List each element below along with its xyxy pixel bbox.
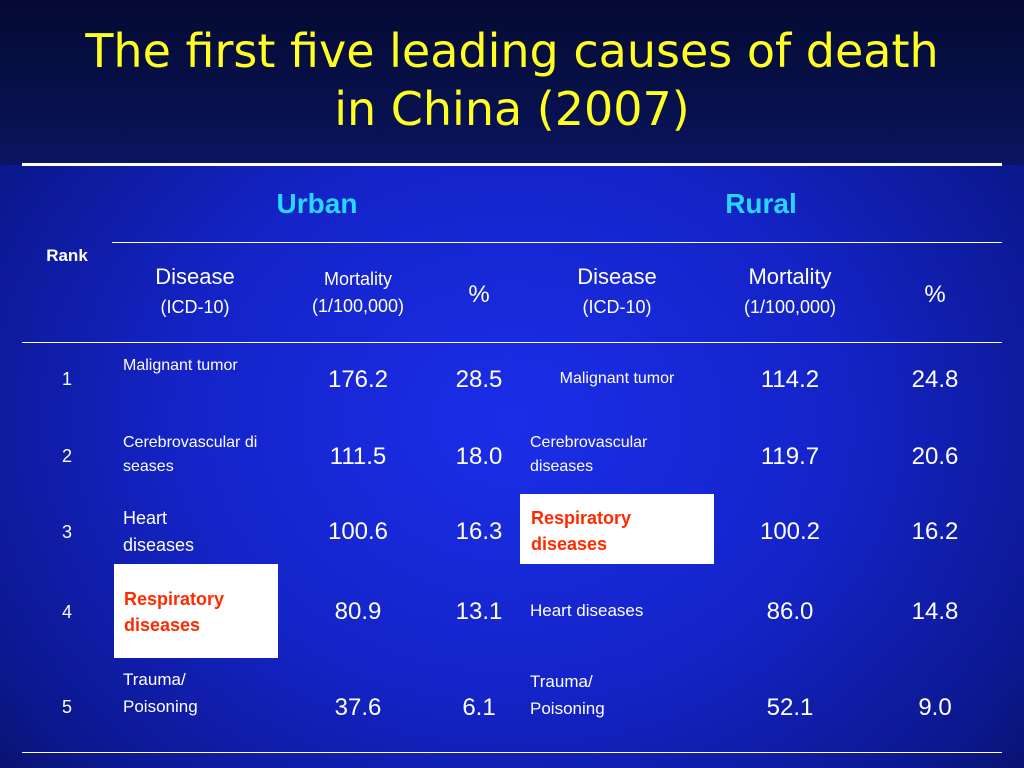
urban-group-header: Urban — [276, 188, 358, 219]
rural-pct-cell: 20.6 — [911, 443, 959, 470]
urban-mortality-header: Mortality (1/100,000) — [278, 266, 438, 320]
rural-pct-cell: 9.0 — [918, 694, 952, 721]
urban-pct-cell: 16.3 — [455, 518, 503, 545]
urban-disease-cell: Heart diseases — [123, 508, 195, 555]
column-header-rule — [22, 342, 1002, 343]
title-line-1: The first five leading causes of death — [85, 24, 939, 78]
rank-cell: 5 — [61, 697, 72, 717]
rural-disease-cell: Heart diseases — [530, 601, 644, 620]
rural-mortality-cell: 114.2 — [760, 366, 820, 393]
urban-disease-label: Disease — [155, 264, 235, 289]
rural-pct-cell: 24.8 — [911, 366, 959, 393]
rural-pct-header: % — [924, 281, 946, 308]
rural-mortality-cell: 119.7 — [760, 443, 820, 470]
urban-pct-cell: 18.0 — [455, 443, 503, 470]
rural-mortality-header: Mortality (1/100,000) — [714, 262, 866, 322]
urban-mortality-cell: 37.6 — [334, 694, 382, 721]
urban-pct-cell: 13.1 — [455, 598, 503, 625]
rural-group-header: Rural — [725, 188, 797, 219]
urban-icd-label: (ICD-10) — [160, 297, 230, 317]
rank-header: Rank — [46, 246, 88, 265]
rural-mortality-unit: (1/100,000) — [743, 297, 837, 317]
urban-disease-cell: Trauma/ Poisoning — [123, 670, 198, 716]
rural-disease-label: Disease — [577, 264, 657, 289]
rural-mortality-label: Mortality — [748, 264, 832, 289]
urban-pct-header: % — [468, 281, 490, 308]
rural-mortality-cell: 52.1 — [766, 694, 814, 721]
rural-rank3-highlight — [520, 494, 714, 564]
urban-pct-cell: 6.1 — [462, 694, 496, 721]
title-line-2: in China (2007) — [334, 82, 690, 136]
urban-disease-cell: Malignant tumor — [123, 357, 238, 374]
urban-mortality-cell: 176.2 — [327, 366, 389, 393]
urban-mortality-cell: 100.6 — [327, 518, 389, 545]
urban-disease-cell-highlighted: Respiratory diseases — [124, 589, 225, 635]
urban-rank4-highlight — [114, 564, 278, 658]
slide-title: The first five leading causes of death i… — [0, 22, 1024, 138]
rural-disease-header: Disease (ICD-10) — [520, 262, 714, 322]
urban-mortality-label: Mortality — [323, 269, 392, 289]
rural-disease-cell: Cerebrovascular diseases — [530, 434, 648, 475]
rural-icd-label: (ICD-10) — [582, 297, 652, 317]
urban-mortality-cell: 111.5 — [329, 443, 387, 470]
title-band — [0, 0, 1024, 165]
rural-pct-cell: 16.2 — [911, 518, 959, 545]
table-bottom-rule — [22, 752, 1002, 753]
rank-cell: 2 — [61, 446, 72, 466]
rank-cell: 4 — [61, 602, 72, 622]
rural-mortality-cell: 86.0 — [766, 598, 814, 625]
urban-mortality-cell: 80.9 — [334, 598, 382, 625]
rural-pct-cell: 14.8 — [911, 598, 959, 625]
rural-disease-cell: Malignant tumor — [559, 370, 675, 387]
urban-pct-cell: 28.5 — [455, 366, 503, 393]
group-header-rule — [112, 242, 1002, 243]
rank-cell: 1 — [61, 369, 72, 389]
rural-mortality-cell: 100.2 — [759, 518, 821, 545]
urban-disease-cell: Cerebrovascular diseases — [123, 434, 258, 475]
rural-disease-cell-highlighted: Respiratory diseases — [531, 508, 632, 554]
rural-disease-cell: Trauma/ Poisoning — [530, 672, 605, 718]
urban-mortality-unit: (1/100,000) — [311, 296, 405, 316]
rank-cell: 3 — [61, 522, 72, 542]
table-top-rule — [22, 163, 1002, 166]
urban-disease-header: Disease (ICD-10) — [112, 262, 278, 322]
